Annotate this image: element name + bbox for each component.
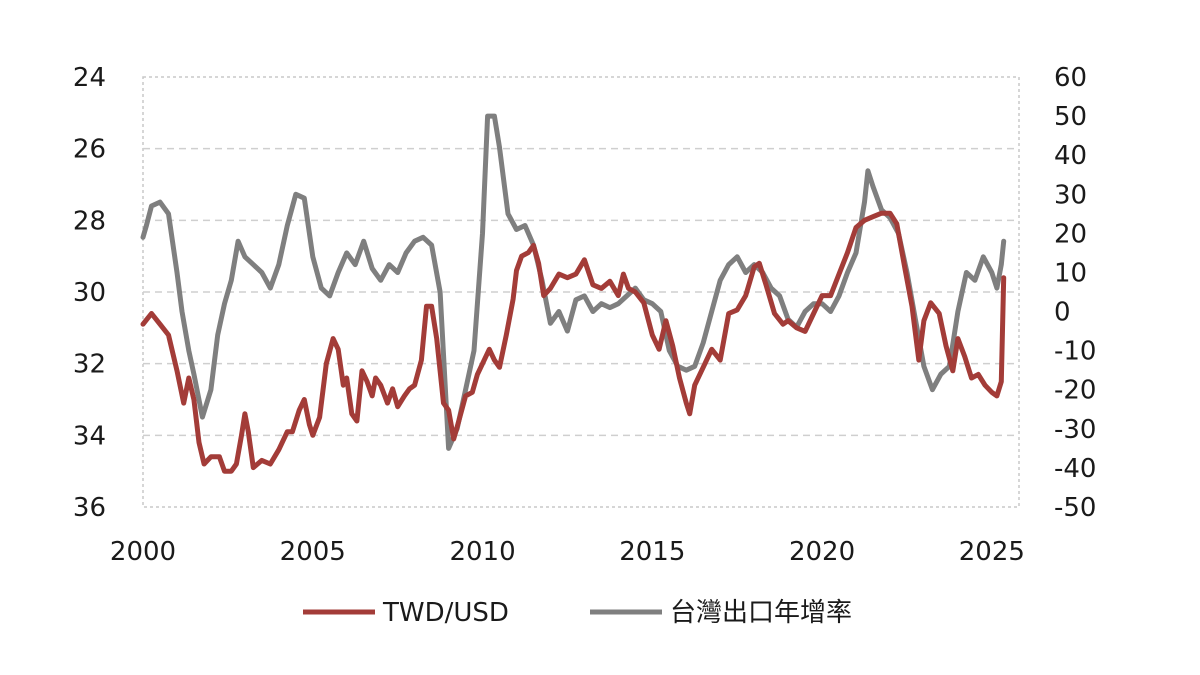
right-tick-label: 40 [1054, 141, 1087, 171]
right-tick-label: -20 [1054, 376, 1096, 406]
right-axis-ticks: 60 50 40 30 20 10 0 -10 -20 -30 -40 -50 [1054, 63, 1096, 523]
right-tick-label: -30 [1054, 415, 1096, 445]
series-line-taiwan-export-yoy [140, 113, 1007, 451]
gridlines [143, 147, 1019, 437]
left-axis-ticks: 24 26 28 30 32 34 36 [73, 63, 106, 523]
left-tick-label: 32 [73, 350, 106, 380]
x-tick-label: 2015 [619, 537, 685, 567]
left-tick-label: 28 [73, 206, 106, 236]
left-tick-label: 36 [73, 493, 106, 523]
series-line-twd-usd [140, 210, 1007, 474]
right-tick-label: 20 [1054, 219, 1087, 249]
legend-label: TWD/USD [382, 598, 509, 628]
right-tick-label: -50 [1054, 493, 1096, 523]
legend: TWD/USD 台灣出口年增率 [303, 598, 852, 628]
series-layer [140, 113, 1007, 474]
x-tick-label: 2025 [959, 537, 1025, 567]
left-tick-label: 24 [73, 63, 106, 93]
right-tick-label: 50 [1054, 102, 1087, 132]
right-tick-label: -10 [1054, 337, 1096, 367]
x-axis-ticks: 2000 2005 2010 2015 2020 2025 [110, 537, 1025, 567]
right-tick-label: 30 [1054, 180, 1087, 210]
right-tick-label: -40 [1054, 454, 1096, 484]
right-tick-label: 0 [1054, 298, 1071, 328]
x-tick-label: 2020 [789, 537, 855, 567]
left-tick-label: 30 [73, 278, 106, 308]
right-tick-label: 10 [1054, 258, 1087, 288]
x-tick-label: 2005 [280, 537, 346, 567]
left-tick-label: 26 [73, 135, 106, 165]
x-tick-label: 2010 [449, 537, 515, 567]
x-tick-label: 2000 [110, 537, 176, 567]
legend-label: 台灣出口年增率 [670, 598, 852, 628]
left-tick-label: 34 [73, 421, 106, 451]
right-tick-label: 60 [1054, 63, 1087, 93]
